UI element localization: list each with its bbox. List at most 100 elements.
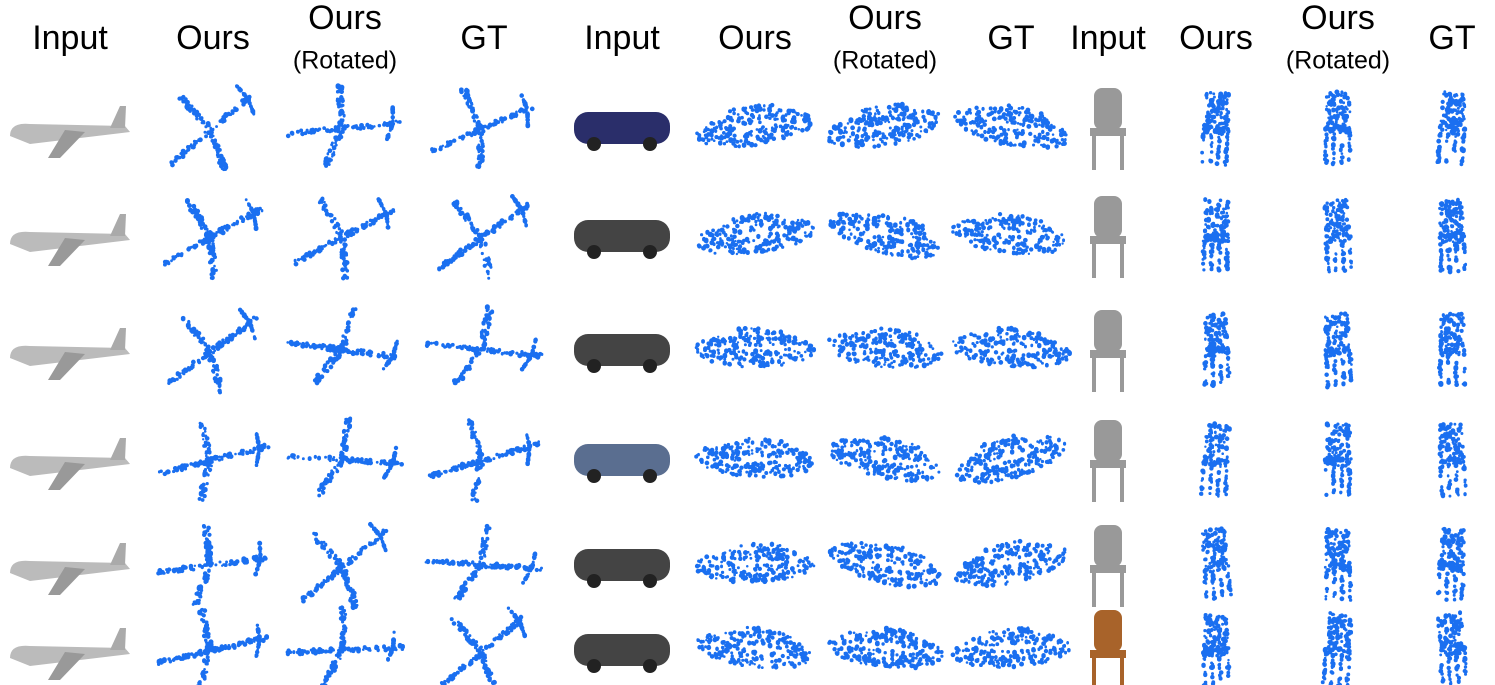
point-cloud <box>167 307 259 395</box>
input-render <box>1120 468 1124 502</box>
point-cloud <box>286 307 399 386</box>
point-cloud <box>156 524 268 606</box>
point-cloud <box>696 211 815 256</box>
input-render <box>643 137 657 151</box>
input-render <box>1120 658 1124 685</box>
point-cloud <box>1322 421 1353 498</box>
input-render <box>643 469 657 483</box>
input-render <box>1090 128 1126 136</box>
input-render <box>1094 88 1122 130</box>
input-render <box>110 328 126 350</box>
point-cloud <box>827 541 942 590</box>
point-cloud <box>293 196 396 281</box>
point-cloud <box>1437 311 1468 388</box>
input-render <box>1090 460 1126 468</box>
point-cloud <box>1200 90 1231 167</box>
input-render <box>1094 420 1122 462</box>
input-render <box>48 652 85 680</box>
input-render <box>48 352 85 380</box>
input-render <box>48 130 85 158</box>
column-subtitle: (Rotated) <box>833 47 937 75</box>
point-cloud <box>1200 526 1233 601</box>
input-render <box>110 438 126 460</box>
point-cloud <box>953 538 1067 589</box>
point-cloud <box>828 211 940 261</box>
point-cloud <box>439 606 528 685</box>
point-cloud <box>1200 197 1231 273</box>
point-cloud <box>951 211 1066 256</box>
input-render <box>1094 610 1122 652</box>
point-cloud <box>1323 311 1354 390</box>
point-cloud <box>953 103 1068 150</box>
input-render <box>1092 358 1096 392</box>
column-title: GT <box>1428 19 1475 57</box>
input-render <box>587 137 601 151</box>
point-cloud <box>694 436 814 479</box>
column-title: Ours <box>176 19 250 57</box>
point-cloud <box>424 523 543 601</box>
input-render <box>1120 244 1124 278</box>
point-cloud <box>827 101 941 149</box>
column-title: Ours <box>718 19 792 57</box>
column-subtitle: (Rotated) <box>293 47 397 75</box>
input-render <box>643 245 657 259</box>
column-title: Ours <box>848 0 922 37</box>
input-render <box>574 444 670 476</box>
input-render <box>1120 573 1124 607</box>
input-render <box>48 567 85 595</box>
point-cloud <box>694 541 816 585</box>
input-render <box>1092 136 1096 170</box>
point-cloud <box>695 102 813 149</box>
input-render <box>1094 196 1122 238</box>
input-render <box>1090 236 1126 244</box>
point-cloud <box>1198 421 1232 498</box>
input-render <box>574 334 670 366</box>
point-cloud <box>1320 611 1354 685</box>
point-cloud <box>830 435 941 484</box>
point-cloud <box>827 625 944 671</box>
input-render <box>1094 525 1122 567</box>
point-cloud <box>430 87 535 170</box>
point-cloud <box>954 433 1067 485</box>
input-render <box>1120 358 1124 392</box>
input-render <box>587 245 601 259</box>
column-title: Input <box>584 19 660 57</box>
point-cloud <box>952 325 1072 370</box>
point-cloud <box>696 625 811 670</box>
point-cloud <box>437 193 530 280</box>
point-cloud <box>1201 613 1232 685</box>
point-cloud <box>1436 610 1468 685</box>
column-title: Input <box>1070 19 1146 57</box>
point-cloud <box>1323 527 1354 602</box>
input-render <box>110 543 126 565</box>
column-title: Ours <box>308 0 382 37</box>
point-cloud <box>300 521 389 611</box>
input-render <box>110 106 126 128</box>
input-render <box>1092 468 1096 502</box>
input-render <box>587 359 601 373</box>
point-cloud <box>1202 311 1232 388</box>
input-render <box>110 628 126 650</box>
input-render <box>643 659 657 673</box>
point-cloud <box>285 83 402 168</box>
input-render <box>643 359 657 373</box>
point-cloud <box>1435 526 1466 602</box>
point-cloud <box>1435 90 1468 167</box>
column-title: GT <box>460 19 507 57</box>
input-render <box>1120 136 1124 170</box>
input-render <box>48 462 85 490</box>
point-cloud <box>1322 89 1353 167</box>
column-title: Input <box>32 19 108 57</box>
input-render <box>643 574 657 588</box>
point-cloud <box>157 421 271 502</box>
input-render <box>574 549 670 581</box>
point-cloud <box>1437 197 1468 275</box>
input-render <box>574 220 670 252</box>
input-render <box>48 238 85 266</box>
point-cloud <box>162 198 264 281</box>
input-render <box>1092 244 1096 278</box>
point-cloud <box>286 416 404 498</box>
column-title: GT <box>987 19 1034 57</box>
point-cloud <box>694 326 817 369</box>
